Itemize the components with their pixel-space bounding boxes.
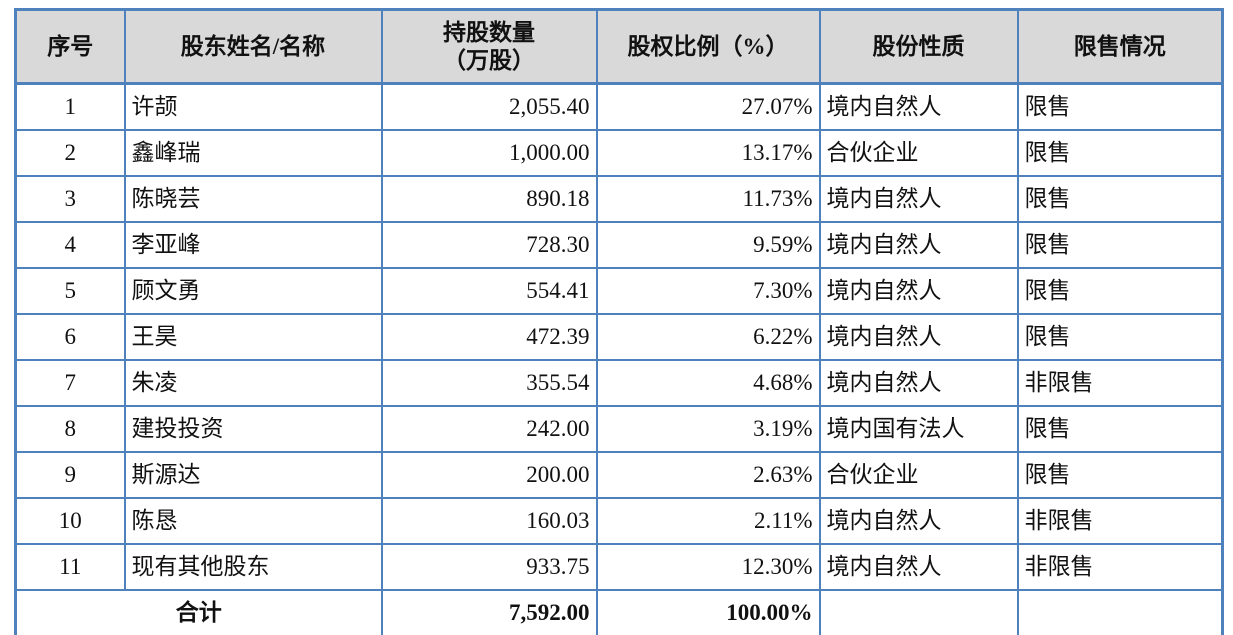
cell-index: 5 <box>14 267 126 316</box>
table-row: 11 现有其他股东 933.75 12.30% 境内自然人 非限售 <box>14 543 1224 592</box>
cell-index: 11 <box>14 543 126 592</box>
cell-shares: 1,000.00 <box>380 129 598 178</box>
cell-name: 建投投资 <box>123 405 383 454</box>
cell-shares: 2,055.40 <box>380 82 598 132</box>
cell-nature: 境内自然人 <box>818 497 1019 546</box>
cell-restriction: 限售 <box>1016 129 1224 178</box>
column-header-name: 股东姓名/名称 <box>123 8 383 86</box>
cell-shares: 355.54 <box>380 359 598 408</box>
table-row: 5 顾文勇 554.41 7.30% 境内自然人 限售 <box>14 267 1224 316</box>
cell-index: 4 <box>14 221 126 270</box>
cell-nature: 境内自然人 <box>818 175 1019 224</box>
cell-restriction: 非限售 <box>1016 359 1224 408</box>
cell-index: 1 <box>14 82 126 132</box>
cell-ratio: 4.68% <box>595 359 821 408</box>
column-header-shares: 持股数量 （万股） <box>380 8 598 86</box>
cell-ratio: 9.59% <box>595 221 821 270</box>
cell-shares: 933.75 <box>380 543 598 592</box>
total-ratio: 100.00% <box>595 589 821 635</box>
cell-name: 许颉 <box>123 82 383 132</box>
total-shares: 7,592.00 <box>380 589 598 635</box>
table-row: 9 斯源达 200.00 2.63% 合伙企业 限售 <box>14 451 1224 500</box>
cell-restriction: 限售 <box>1016 405 1224 454</box>
cell-ratio: 27.07% <box>595 82 821 132</box>
shareholder-table: 序号 股东姓名/名称 持股数量 （万股） 股权比例（%） 股份性质 限售情况 1 许颉 2,05… <box>14 8 1224 635</box>
table-row: 7 朱凌 355.54 4.68% 境内自然人 非限售 <box>14 359 1224 408</box>
cell-name: 陈恳 <box>123 497 383 546</box>
table-header-row: 序号 股东姓名/名称 持股数量 （万股） 股权比例（%） 股份性质 限售情况 <box>14 8 1224 86</box>
cell-index: 2 <box>14 129 126 178</box>
cell-nature: 合伙企业 <box>818 129 1019 178</box>
cell-name: 现有其他股东 <box>123 543 383 592</box>
table-row: 1 许颉 2,055.40 27.07% 境内自然人 限售 <box>14 82 1224 132</box>
cell-index: 3 <box>14 175 126 224</box>
cell-ratio: 2.11% <box>595 497 821 546</box>
cell-restriction: 非限售 <box>1016 497 1224 546</box>
cell-ratio: 2.63% <box>595 451 821 500</box>
table-row: 8 建投投资 242.00 3.19% 境内国有法人 限售 <box>14 405 1224 454</box>
cell-nature: 境内自然人 <box>818 359 1019 408</box>
cell-name: 朱凌 <box>123 359 383 408</box>
table-row: 2 鑫峰瑞 1,000.00 13.17% 合伙企业 限售 <box>14 129 1224 178</box>
cell-shares: 728.30 <box>380 221 598 270</box>
total-restriction <box>1016 589 1224 635</box>
cell-index: 10 <box>14 497 126 546</box>
cell-restriction: 非限售 <box>1016 543 1224 592</box>
cell-ratio: 11.73% <box>595 175 821 224</box>
cell-restriction: 限售 <box>1016 175 1224 224</box>
column-header-ratio: 股权比例（%） <box>595 8 821 86</box>
cell-shares: 472.39 <box>380 313 598 362</box>
table-head: 序号 股东姓名/名称 持股数量 （万股） 股权比例（%） 股份性质 限售情况 <box>14 8 1224 86</box>
cell-shares: 554.41 <box>380 267 598 316</box>
cell-ratio: 3.19% <box>595 405 821 454</box>
column-header-index: 序号 <box>14 8 126 86</box>
column-header-restriction: 限售情况 <box>1016 8 1224 86</box>
cell-nature: 境内自然人 <box>818 267 1019 316</box>
total-label: 合计 <box>14 589 383 635</box>
cell-restriction: 限售 <box>1016 221 1224 270</box>
cell-nature: 境内自然人 <box>818 82 1019 132</box>
cell-nature: 境内自然人 <box>818 543 1019 592</box>
cell-nature: 境内自然人 <box>818 221 1019 270</box>
table-row: 6 王昊 472.39 6.22% 境内自然人 限售 <box>14 313 1224 362</box>
cell-restriction: 限售 <box>1016 313 1224 362</box>
column-header-nature: 股份性质 <box>818 8 1019 86</box>
total-nature <box>818 589 1019 635</box>
cell-ratio: 7.30% <box>595 267 821 316</box>
cell-ratio: 13.17% <box>595 129 821 178</box>
cell-ratio: 6.22% <box>595 313 821 362</box>
cell-name: 王昊 <box>123 313 383 362</box>
table-total-row: 合计 7,592.00 100.00% <box>14 589 1224 635</box>
table-row: 3 陈晓芸 890.18 11.73% 境内自然人 限售 <box>14 175 1224 224</box>
cell-index: 6 <box>14 313 126 362</box>
cell-restriction: 限售 <box>1016 267 1224 316</box>
cell-nature: 境内自然人 <box>818 313 1019 362</box>
cell-index: 9 <box>14 451 126 500</box>
cell-shares: 160.03 <box>380 497 598 546</box>
table-row: 10 陈恳 160.03 2.11% 境内自然人 非限售 <box>14 497 1224 546</box>
cell-shares: 242.00 <box>380 405 598 454</box>
cell-name: 李亚峰 <box>123 221 383 270</box>
table-body: 1 许颉 2,055.40 27.07% 境内自然人 限售 2 鑫峰瑞 1,000.00 13.1… <box>14 82 1224 635</box>
cell-name: 顾文勇 <box>123 267 383 316</box>
cell-shares: 200.00 <box>380 451 598 500</box>
table-row: 4 李亚峰 728.30 9.59% 境内自然人 限售 <box>14 221 1224 270</box>
cell-name: 斯源达 <box>123 451 383 500</box>
cell-name: 陈晓芸 <box>123 175 383 224</box>
cell-ratio: 12.30% <box>595 543 821 592</box>
cell-restriction: 限售 <box>1016 451 1224 500</box>
cell-index: 8 <box>14 405 126 454</box>
cell-name: 鑫峰瑞 <box>123 129 383 178</box>
cell-restriction: 限售 <box>1016 82 1224 132</box>
cell-shares: 890.18 <box>380 175 598 224</box>
cell-nature: 合伙企业 <box>818 451 1019 500</box>
cell-nature: 境内国有法人 <box>818 405 1019 454</box>
cell-index: 7 <box>14 359 126 408</box>
